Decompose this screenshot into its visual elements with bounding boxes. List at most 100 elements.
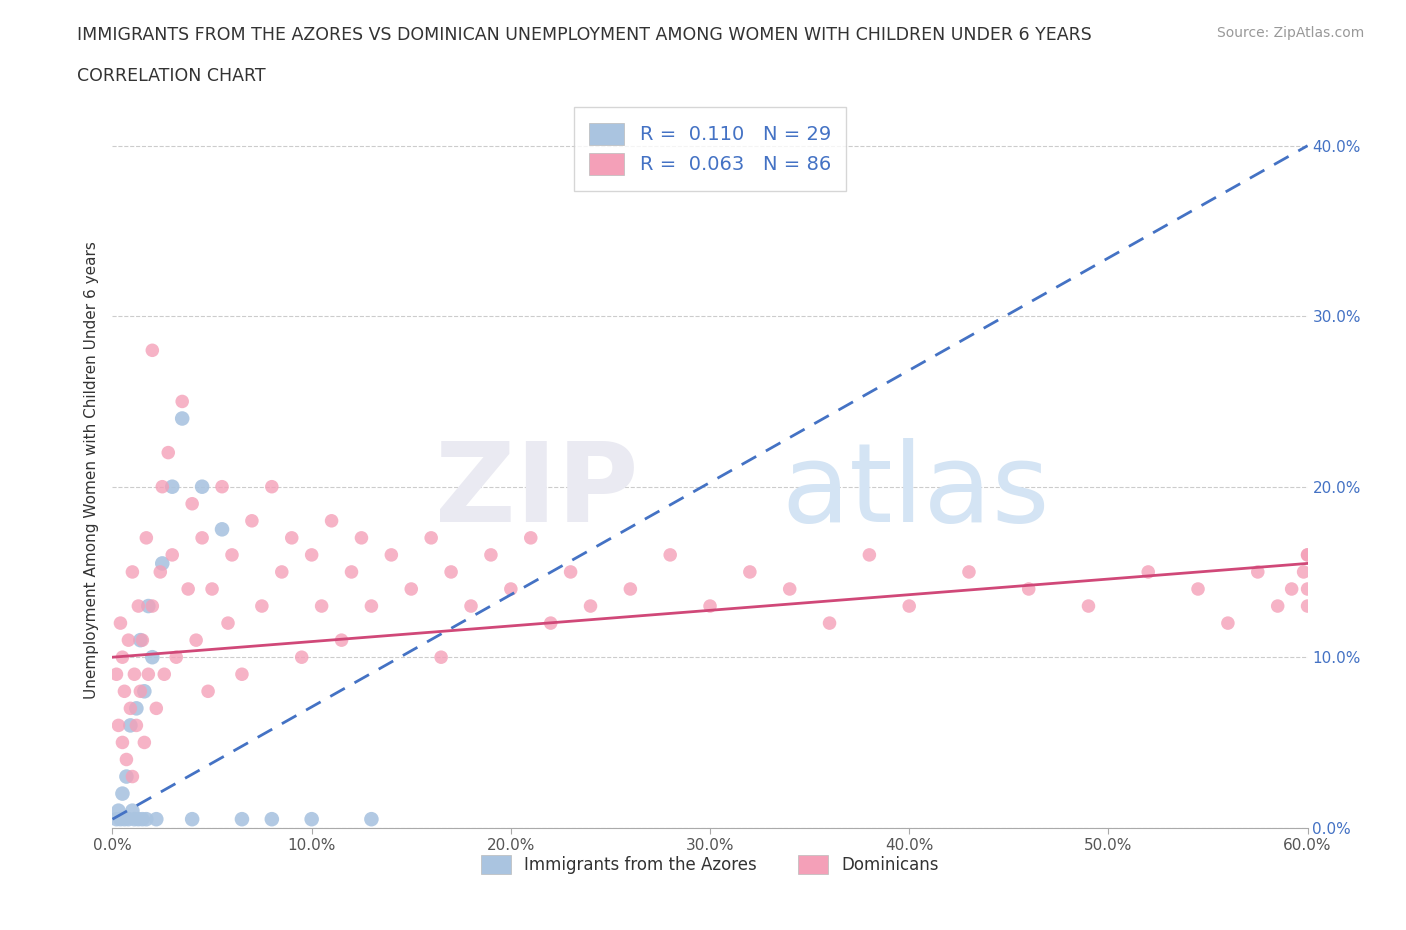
- Point: [360, 599, 382, 614]
- Point: [181, 812, 204, 827]
- Point: [699, 599, 721, 614]
- Point: [127, 599, 149, 614]
- Point: [340, 565, 363, 579]
- Point: [107, 804, 129, 818]
- Point: [1077, 599, 1099, 614]
- Legend: Immigrants from the Azores, Dominicans: Immigrants from the Azores, Dominicans: [467, 842, 953, 887]
- Point: [186, 632, 208, 647]
- Point: [150, 556, 173, 571]
- Point: [145, 701, 167, 716]
- Point: [110, 812, 132, 827]
- Point: [135, 530, 157, 545]
- Point: [231, 812, 253, 827]
- Point: [105, 812, 128, 827]
- Point: [131, 812, 153, 827]
- Point: [111, 650, 134, 665]
- Point: [131, 632, 153, 647]
- Point: [125, 718, 148, 733]
- Point: [107, 718, 129, 733]
- Point: [153, 667, 176, 682]
- Point: [321, 513, 343, 528]
- Point: [105, 667, 128, 682]
- Point: [380, 548, 402, 563]
- Point: [499, 581, 522, 596]
- Point: [134, 735, 156, 750]
- Point: [162, 548, 183, 563]
- Point: [110, 616, 132, 631]
- Text: atlas: atlas: [782, 438, 1050, 545]
- Point: [301, 548, 323, 563]
- Point: [460, 599, 482, 614]
- Point: [898, 599, 921, 614]
- Point: [138, 667, 160, 682]
- Point: [211, 522, 233, 537]
- Point: [250, 599, 273, 614]
- Point: [134, 684, 156, 698]
- Point: [479, 548, 502, 563]
- Point: [121, 804, 143, 818]
- Point: [129, 632, 152, 647]
- Point: [138, 599, 160, 614]
- Text: Source: ZipAtlas.com: Source: ZipAtlas.com: [1216, 26, 1364, 40]
- Point: [401, 581, 423, 596]
- Point: [162, 479, 183, 494]
- Point: [560, 565, 582, 579]
- Point: [957, 565, 980, 579]
- Point: [217, 616, 239, 631]
- Point: [150, 479, 173, 494]
- Point: [1281, 581, 1303, 596]
- Point: [172, 394, 194, 409]
- Point: [221, 548, 243, 563]
- Point: [659, 548, 682, 563]
- Point: [350, 530, 373, 545]
- Point: [172, 411, 194, 426]
- Point: [540, 616, 562, 631]
- Point: [120, 701, 142, 716]
- Point: [1187, 581, 1209, 596]
- Point: [115, 752, 138, 767]
- Point: [360, 812, 382, 827]
- Point: [619, 581, 641, 596]
- Point: [124, 812, 146, 827]
- Point: [1292, 565, 1315, 579]
- Point: [117, 812, 139, 827]
- Point: [1267, 599, 1289, 614]
- Point: [120, 718, 142, 733]
- Point: [141, 599, 163, 614]
- Point: [141, 343, 163, 358]
- Point: [117, 632, 139, 647]
- Point: [301, 812, 323, 827]
- Point: [311, 599, 333, 614]
- Point: [197, 684, 219, 698]
- Point: [121, 769, 143, 784]
- Point: [125, 701, 148, 716]
- Point: [1296, 548, 1319, 563]
- Point: [211, 479, 233, 494]
- Point: [260, 479, 283, 494]
- Text: ZIP: ZIP: [434, 438, 638, 545]
- Point: [260, 812, 283, 827]
- Point: [127, 812, 149, 827]
- Point: [177, 581, 200, 596]
- Point: [738, 565, 761, 579]
- Text: CORRELATION CHART: CORRELATION CHART: [77, 67, 266, 85]
- Point: [201, 581, 224, 596]
- Point: [157, 445, 180, 460]
- Point: [111, 786, 134, 801]
- Point: [181, 497, 204, 512]
- Point: [124, 667, 146, 682]
- Point: [579, 599, 602, 614]
- Point: [858, 548, 880, 563]
- Point: [129, 684, 152, 698]
- Point: [1296, 581, 1319, 596]
- Point: [1296, 548, 1319, 563]
- Point: [1018, 581, 1040, 596]
- Point: [240, 513, 263, 528]
- Point: [291, 650, 314, 665]
- Point: [145, 812, 167, 827]
- Point: [114, 812, 135, 827]
- Y-axis label: Unemployment Among Women with Children Under 6 years: Unemployment Among Women with Children U…: [84, 241, 100, 698]
- Point: [111, 735, 134, 750]
- Point: [231, 667, 253, 682]
- Point: [270, 565, 292, 579]
